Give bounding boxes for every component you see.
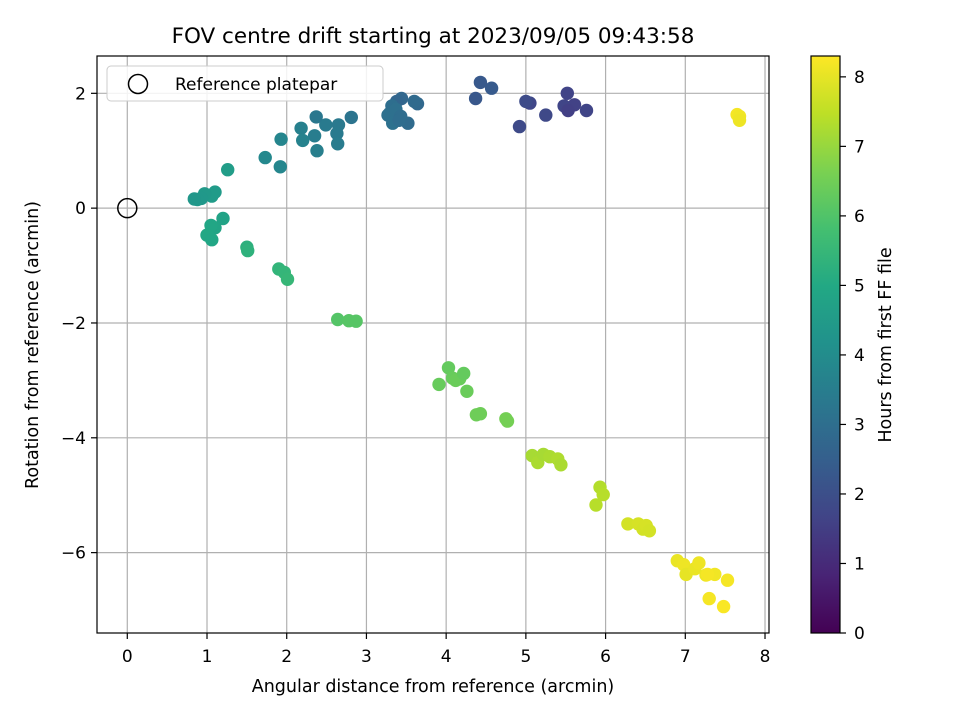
data-point — [274, 132, 288, 146]
data-point — [309, 110, 323, 124]
data-point — [331, 137, 345, 151]
chart-title: FOV centre drift starting at 2023/09/05 … — [172, 24, 695, 49]
data-point — [579, 103, 594, 118]
x-axis-label: Angular distance from reference (arcmin) — [252, 677, 615, 697]
data-point — [330, 126, 344, 141]
colorbar-tick-label: 1 — [854, 554, 865, 574]
colorbar-tick-label: 7 — [854, 137, 865, 157]
x-tick-label: 4 — [441, 647, 452, 667]
data-point — [407, 94, 421, 109]
colorbar — [810, 55, 841, 634]
x-tick-label: 6 — [600, 647, 611, 667]
colorbar-tick-label: 3 — [854, 415, 865, 435]
data-point — [596, 487, 610, 502]
data-point — [732, 113, 747, 128]
colorbar-tick-label: 0 — [854, 624, 865, 644]
x-axis-ticks: 0 1 2 3 4 5 6 7 8 — [122, 633, 771, 667]
colorbar-tick-label: 4 — [854, 346, 865, 366]
data-point — [205, 233, 219, 247]
data-points — [187, 75, 747, 614]
x-tick-label: 3 — [361, 647, 372, 667]
data-point — [473, 75, 488, 90]
data-point — [512, 119, 527, 134]
data-point — [221, 163, 235, 177]
data-point — [468, 91, 483, 106]
x-tick-label: 7 — [680, 647, 691, 667]
data-point — [441, 361, 456, 375]
y-tick-label: 2 — [75, 84, 86, 104]
data-point — [519, 94, 533, 109]
data-point — [294, 121, 308, 135]
grid-lines — [97, 56, 769, 633]
data-point — [392, 113, 406, 128]
data-point — [241, 243, 255, 258]
data-point — [720, 573, 735, 587]
x-tick-label: 2 — [281, 647, 292, 667]
data-point — [700, 567, 715, 582]
y-tick-label: −4 — [61, 429, 86, 449]
data-point — [307, 129, 322, 143]
y-tick-label: 0 — [75, 199, 86, 219]
data-point — [273, 160, 287, 174]
colorbar-tick-label: 6 — [854, 207, 865, 227]
data-point — [296, 133, 310, 148]
colorbar-label: Hours from first FF file — [876, 247, 896, 442]
reference-platepar-marker — [117, 197, 138, 219]
legend-marker — [127, 73, 149, 95]
data-point — [621, 517, 635, 531]
data-point — [432, 377, 446, 392]
legend-label: Reference platepar — [175, 75, 337, 95]
data-point — [460, 384, 474, 398]
plot-frame — [96, 55, 770, 634]
data-point — [310, 144, 324, 158]
data-point — [473, 407, 488, 421]
data-point — [331, 312, 345, 327]
colorbar-tick-label: 5 — [854, 276, 865, 296]
x-tick-label: 1 — [202, 647, 213, 667]
legend: Reference platepar — [106, 65, 384, 102]
data-point — [589, 498, 603, 512]
colorbar-tick-label: 8 — [854, 68, 865, 88]
data-point — [716, 599, 731, 614]
data-point — [457, 366, 471, 381]
data-point — [484, 81, 499, 95]
data-point — [344, 110, 358, 125]
colorbar-ticks: 0 1 2 3 4 5 6 7 8 — [840, 68, 865, 644]
colorbar-tick-label: 2 — [854, 485, 865, 505]
data-point — [642, 524, 657, 538]
data-point — [280, 272, 295, 286]
data-point — [539, 108, 553, 122]
data-point — [319, 118, 333, 132]
data-point — [500, 414, 515, 428]
x-tick-label: 8 — [760, 647, 771, 667]
data-point — [554, 458, 568, 472]
y-axis-label: Rotation from reference (arcmin) — [23, 201, 43, 489]
data-point — [560, 86, 574, 101]
data-point — [216, 211, 230, 226]
data-point — [349, 314, 363, 328]
data-point — [258, 150, 272, 165]
y-tick-label: −2 — [61, 314, 86, 334]
data-point — [187, 192, 201, 206]
legend-box — [106, 65, 384, 102]
data-point — [561, 103, 575, 118]
y-tick-label: −6 — [61, 544, 86, 564]
x-tick-label: 5 — [520, 647, 531, 667]
data-point — [692, 556, 706, 570]
y-axis-ticks: −6 −4 −2 0 2 — [61, 84, 97, 564]
data-point — [702, 591, 716, 606]
x-tick-label: 0 — [122, 647, 133, 667]
